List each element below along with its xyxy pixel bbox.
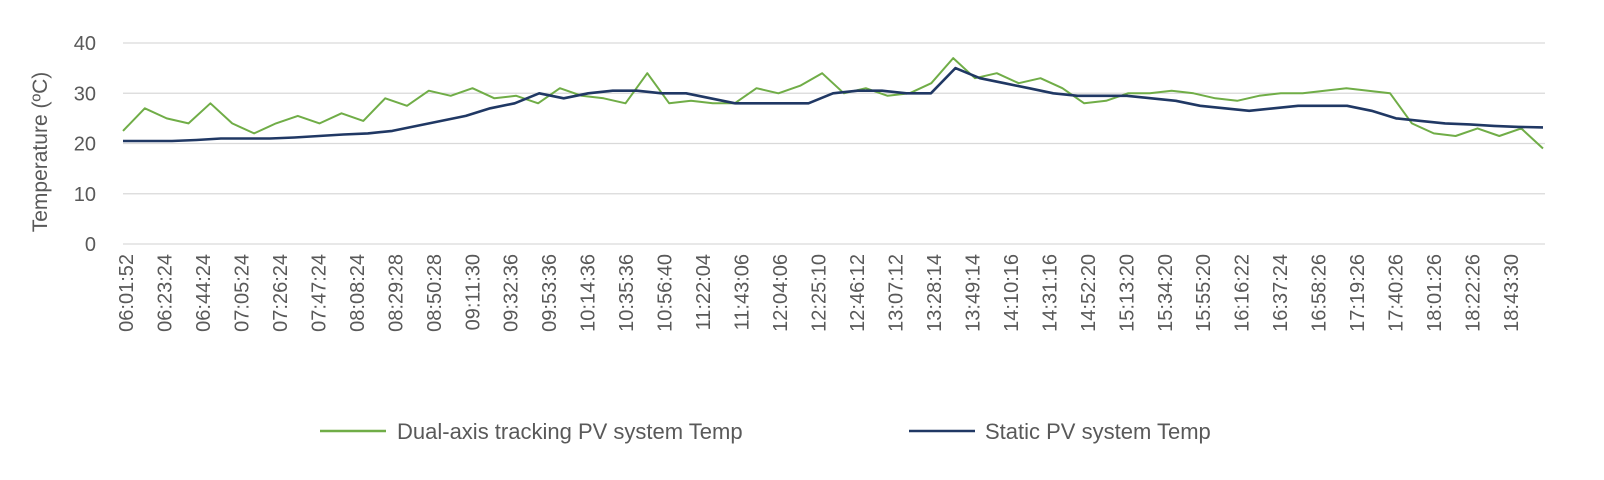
x-tick-label: 17:19:26 xyxy=(1347,254,1369,332)
x-tick-label: 13:28:14 xyxy=(924,254,946,332)
y-tick-label: 0 xyxy=(85,234,96,256)
series-line-dual-axis xyxy=(122,57,1544,150)
x-tick-label: 08:50:28 xyxy=(424,254,446,332)
x-tick-label: 07:26:24 xyxy=(270,254,292,332)
y-tick-label: 40 xyxy=(74,33,96,55)
gridlines xyxy=(123,42,1545,245)
series-line-static xyxy=(123,66,1544,143)
x-tick-label: 18:01:26 xyxy=(1424,254,1446,332)
x-tick-label: 12:25:10 xyxy=(809,254,831,332)
y-tick-label: 30 xyxy=(74,83,96,105)
y-axis-title: Temperature (ºC) xyxy=(29,72,52,233)
y-tick-label: 10 xyxy=(74,184,96,206)
x-tick-label: 15:55:20 xyxy=(1193,254,1215,332)
x-tick-label: 16:16:22 xyxy=(1232,254,1254,332)
x-tick-label: 15:13:20 xyxy=(1116,254,1138,332)
x-tick-label: 18:43:30 xyxy=(1501,254,1523,332)
x-tick-label: 09:53:36 xyxy=(539,254,561,332)
x-axis-ticks: 06:01:52 06:23:24 06:44:24 07:05:24 07:26:24… xyxy=(116,254,1523,332)
x-tick-label: 14:10:16 xyxy=(1001,254,1023,332)
x-tick-label: 08:29:28 xyxy=(385,254,407,332)
x-tick-label: 14:31:16 xyxy=(1039,254,1061,332)
x-tick-label: 09:11:30 xyxy=(462,254,484,330)
x-tick-label: 14:52:20 xyxy=(1078,254,1100,332)
x-tick-label: 08:08:24 xyxy=(347,254,369,332)
x-tick-label: 07:47:24 xyxy=(308,254,330,332)
legend-label: Dual-axis tracking PV system Temp xyxy=(397,419,743,444)
series-lines xyxy=(122,57,1544,150)
legend: Dual-axis tracking PV system Temp Static … xyxy=(320,419,1211,444)
legend-label: Static PV system Temp xyxy=(985,419,1211,444)
x-tick-label: 16:37:24 xyxy=(1270,254,1292,332)
x-tick-label: 17:40:26 xyxy=(1386,254,1408,332)
x-tick-label: 12:04:06 xyxy=(770,254,792,332)
x-tick-label: 06:01:52 xyxy=(116,254,138,332)
x-tick-label: 10:14:36 xyxy=(578,254,600,332)
x-tick-label: 06:44:24 xyxy=(193,254,215,332)
x-tick-label: 15:34:20 xyxy=(1155,254,1177,332)
y-axis-ticks: 0 10 20 30 40 xyxy=(74,33,96,256)
x-tick-label: 18:22:26 xyxy=(1463,254,1485,332)
x-tick-label: 06:23:24 xyxy=(154,254,176,332)
x-tick-label: 16:58:26 xyxy=(1309,254,1331,332)
x-tick-label: 13:49:14 xyxy=(962,254,984,332)
x-tick-label: 10:56:40 xyxy=(655,254,677,332)
x-tick-label: 07:05:24 xyxy=(231,254,253,332)
x-tick-label: 11:22:04 xyxy=(693,254,715,330)
x-tick-label: 09:32:36 xyxy=(501,254,523,332)
y-tick-label: 20 xyxy=(74,134,96,156)
x-tick-label: 12:46:12 xyxy=(847,254,869,332)
x-tick-label: 10:35:36 xyxy=(616,254,638,332)
x-tick-label: 13:07:12 xyxy=(885,254,907,332)
x-tick-label: 11:43:06 xyxy=(732,254,754,330)
